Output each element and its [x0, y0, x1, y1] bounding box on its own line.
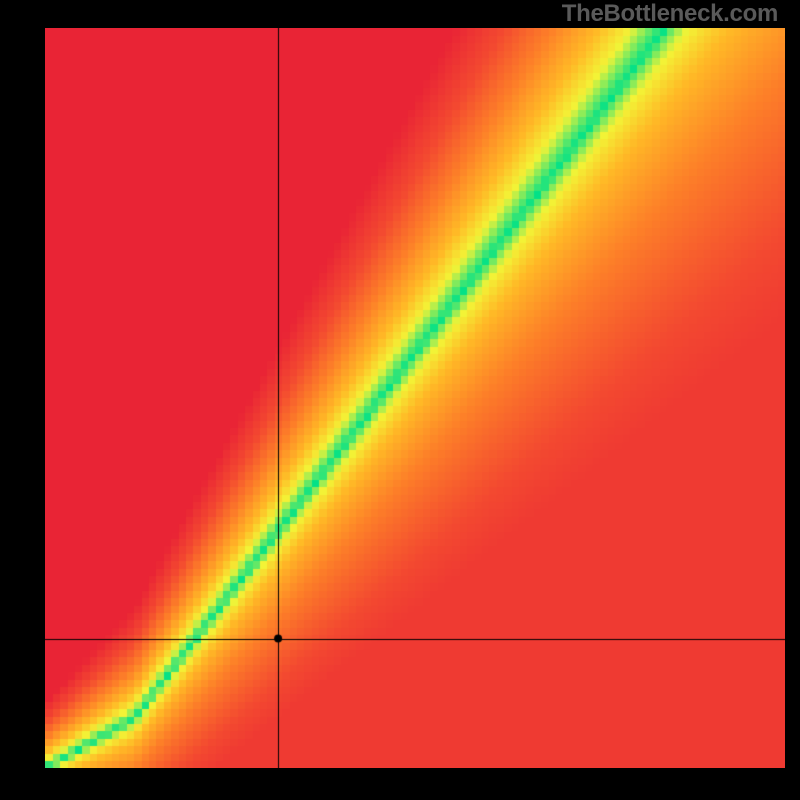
bottleneck-heatmap	[45, 28, 785, 768]
chart-frame: TheBottleneck.com	[0, 0, 800, 800]
watermark-text: TheBottleneck.com	[562, 0, 778, 28]
